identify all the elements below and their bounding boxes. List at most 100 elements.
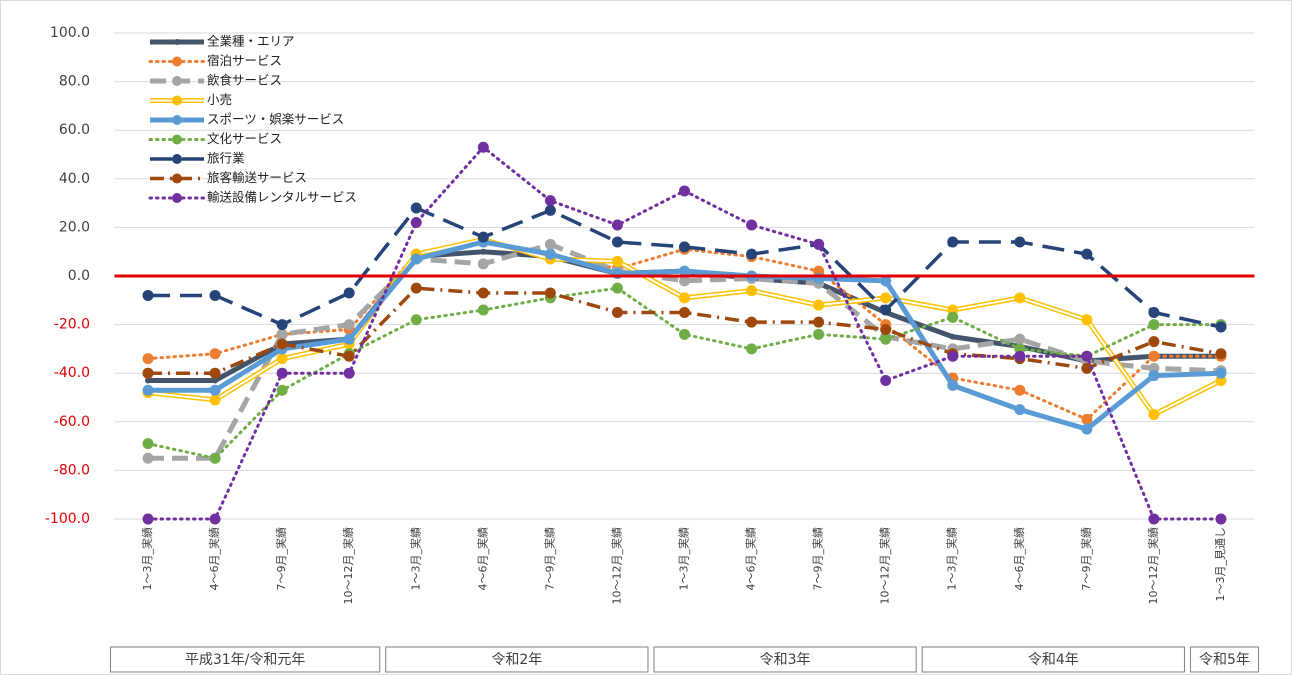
x-tick-label: 1～3月_実績 (140, 527, 154, 591)
group-label: 令和5年 (1199, 652, 1250, 668)
group-box (385, 646, 649, 673)
point (947, 311, 959, 323)
y-tick-label: -20.0 (54, 317, 90, 333)
point (410, 314, 422, 326)
point (544, 204, 556, 216)
point (1014, 384, 1026, 396)
point (410, 202, 422, 214)
legend-label: 小売 (207, 92, 232, 107)
legend-marker (172, 193, 182, 203)
point (1014, 404, 1026, 416)
legend-marker (172, 115, 182, 125)
x-tick-label: 7～9月_実績 (1079, 527, 1093, 591)
point (1014, 292, 1026, 304)
point (276, 319, 288, 331)
point (679, 185, 690, 197)
point (410, 282, 422, 294)
legend-label: 飲食サービス (207, 73, 282, 88)
point (142, 353, 154, 365)
point (276, 384, 288, 396)
point (343, 350, 355, 362)
point (746, 285, 758, 297)
legend-label: 旅行業 (207, 151, 245, 166)
legend-marker (172, 173, 182, 184)
legend-marker (172, 154, 182, 164)
point (813, 299, 825, 311)
point (544, 195, 556, 207)
point (1148, 336, 1160, 348)
point (1014, 350, 1026, 362)
point (611, 306, 623, 318)
point (813, 316, 825, 328)
point (679, 328, 690, 340)
point (611, 219, 623, 231)
y-tick-label: -80.0 (54, 462, 90, 478)
point (947, 379, 959, 391)
legend-marker (172, 95, 182, 106)
point (477, 258, 489, 270)
point (679, 292, 690, 304)
x-tick-label: 1～3月_実績 (677, 527, 691, 591)
point (1148, 306, 1160, 318)
point (142, 384, 154, 396)
x-tick-label: 4～6月_実績 (207, 527, 221, 591)
legend-label: 宿泊サービス (207, 53, 282, 68)
point (611, 255, 623, 267)
point (1081, 314, 1093, 326)
point (746, 343, 758, 355)
x-tick-label: 10～12月_実績 (1146, 527, 1160, 605)
point (679, 265, 690, 277)
point (880, 292, 892, 304)
legend-label: 全業種・エリア (207, 34, 295, 49)
legend-label: 旅客輸送サービス (207, 170, 307, 185)
point (276, 338, 288, 350)
point (746, 248, 758, 260)
point (611, 282, 623, 294)
group-box (1189, 646, 1259, 673)
point (1081, 423, 1093, 435)
point (746, 219, 758, 231)
point (410, 217, 422, 229)
point (880, 374, 892, 386)
x-tick-label: 7～9月_実績 (811, 527, 825, 591)
point (880, 304, 892, 316)
point (142, 367, 154, 379)
point (679, 241, 690, 253)
y-tick-label: 0.0 (68, 268, 90, 284)
x-tick-label: 4～6月_実績 (475, 527, 489, 591)
point (209, 452, 221, 464)
point (142, 438, 154, 450)
x-tick-label: 4～6月_実績 (1012, 527, 1026, 591)
y-tick-label: -60.0 (54, 414, 90, 430)
point (477, 304, 489, 316)
legend-label: スポーツ・娯楽サービス (207, 112, 344, 127)
group-label: 令和4年 (1028, 652, 1079, 668)
group-label: 平成31年/令和元年 (185, 652, 306, 668)
point (1081, 413, 1093, 425)
point (1215, 513, 1227, 525)
point (813, 328, 825, 340)
point (1148, 319, 1160, 331)
point (1148, 350, 1160, 362)
series-line (148, 241, 1222, 461)
point (880, 333, 892, 345)
y-tick-label: 100.0 (50, 25, 90, 41)
point (142, 452, 154, 464)
x-tick-label: 7～9月_実績 (542, 527, 556, 591)
point (209, 367, 221, 379)
point (1215, 348, 1227, 360)
point (209, 348, 221, 360)
legend-marker (174, 39, 180, 45)
y-tick-label: -40.0 (54, 365, 90, 381)
group-box (653, 646, 917, 673)
y-tick-label: 60.0 (59, 122, 90, 138)
legend-marker (172, 56, 182, 67)
point (212, 377, 219, 384)
point (145, 377, 152, 384)
point (343, 287, 355, 299)
point (209, 513, 221, 525)
group-box (921, 646, 1185, 673)
point (410, 253, 422, 265)
point (276, 353, 288, 365)
